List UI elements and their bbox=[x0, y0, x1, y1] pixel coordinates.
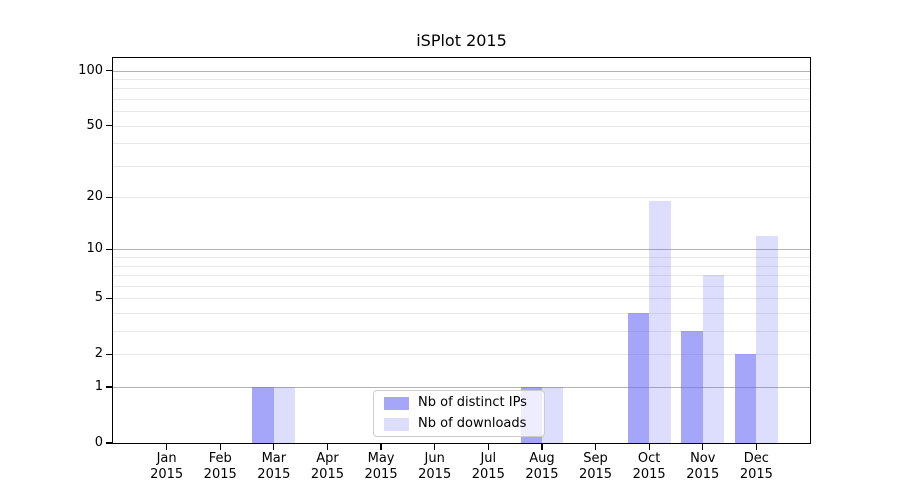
bar-distinct-ips bbox=[681, 331, 703, 443]
bar-distinct-ips bbox=[734, 354, 757, 443]
x-axis-tick-label: Aug 2015 bbox=[525, 451, 559, 482]
bar-downloads bbox=[649, 201, 671, 443]
y-tick-mark bbox=[106, 69, 113, 72]
y-axis-tick-label: 2 bbox=[94, 346, 103, 362]
x-axis-tick-label: Jul 2015 bbox=[471, 451, 505, 482]
gridline-major bbox=[113, 249, 810, 251]
x-axis-tick-label: Sep 2015 bbox=[578, 451, 613, 482]
gridline-minor bbox=[113, 78, 810, 80]
legend-label: Nb of downloads bbox=[418, 416, 527, 431]
x-tick-mark bbox=[755, 443, 757, 450]
gridline-minor bbox=[113, 88, 810, 90]
gridline-minor bbox=[113, 354, 810, 356]
gridline-major bbox=[113, 387, 810, 389]
gridline-minor bbox=[113, 285, 810, 287]
y-axis-tick-label: 20 bbox=[86, 189, 103, 205]
x-tick-mark bbox=[487, 443, 489, 450]
x-axis-tick-label: Oct 2015 bbox=[632, 451, 666, 482]
legend-label: Nb of distinct IPs bbox=[418, 395, 527, 410]
y-tick-mark bbox=[106, 297, 113, 299]
gridline-minor bbox=[113, 265, 810, 267]
y-axis-tick-label: 100 bbox=[78, 62, 103, 78]
x-tick-mark bbox=[702, 443, 704, 450]
legend-item: Nb of downloads bbox=[384, 416, 544, 432]
gridline-minor bbox=[113, 275, 810, 277]
gridline-minor bbox=[113, 313, 810, 315]
x-tick-mark bbox=[434, 443, 436, 450]
x-axis-tick-label: Feb 2015 bbox=[203, 451, 237, 482]
bar-downloads bbox=[273, 387, 296, 443]
y-tick-mark bbox=[106, 125, 113, 127]
gridline-minor bbox=[113, 257, 810, 259]
x-tick-mark bbox=[166, 443, 168, 450]
plot-area: 0 1 2 5 10 20 50 100 Jan 2015 Feb 2015 Mar 2015 Apr… bbox=[78, 57, 811, 482]
legend: Nb of distinct IPs Nb of downloads bbox=[373, 390, 545, 437]
x-axis-tick-label: Jan 2015 bbox=[150, 451, 184, 482]
y-tick-mark bbox=[106, 353, 113, 355]
y-tick-mark bbox=[106, 248, 113, 251]
gridline-minor bbox=[113, 111, 810, 113]
gridline-minor bbox=[113, 125, 810, 127]
x-axis-tick-label: May 2015 bbox=[364, 451, 398, 482]
x-tick-mark bbox=[541, 443, 543, 450]
y-axis-tick-label: 10 bbox=[86, 241, 103, 257]
x-tick-mark bbox=[380, 443, 382, 450]
y-tick-mark bbox=[106, 196, 113, 198]
y-axis-tick-label: 5 bbox=[94, 290, 103, 306]
gridline-minor bbox=[113, 165, 810, 167]
x-tick-mark bbox=[219, 443, 221, 450]
y-axis-tick-label: 50 bbox=[86, 117, 103, 133]
gridline-minor bbox=[113, 98, 810, 100]
x-tick-mark bbox=[273, 443, 275, 450]
gridline-minor bbox=[113, 197, 810, 199]
gridline-major bbox=[113, 70, 810, 72]
x-axis-tick-label: Nov 2015 bbox=[686, 451, 720, 482]
legend-swatch bbox=[384, 417, 409, 431]
x-tick-mark bbox=[326, 443, 329, 450]
x-axis-tick-label: Dec 2015 bbox=[739, 451, 773, 482]
gridline-minor bbox=[113, 298, 810, 300]
y-axis-tick-label: 0 bbox=[94, 435, 103, 450]
y-tick-mark bbox=[106, 386, 113, 388]
bar-distinct-ips bbox=[627, 313, 650, 443]
bar-distinct-ips bbox=[252, 387, 274, 443]
bar-downloads bbox=[541, 387, 564, 443]
gridline-minor bbox=[113, 331, 810, 333]
legend-swatch bbox=[384, 396, 409, 410]
x-tick-mark bbox=[648, 443, 650, 450]
x-axis-tick-label: Apr 2015 bbox=[310, 451, 344, 482]
chart-title: iSPlot 2015 bbox=[416, 31, 507, 50]
x-tick-mark bbox=[594, 443, 597, 450]
x-axis-tick-label: Jun 2015 bbox=[418, 451, 452, 482]
legend-item: Nb of distinct IPs bbox=[384, 395, 544, 411]
bar-downloads bbox=[702, 275, 725, 443]
y-tick-mark bbox=[106, 442, 113, 444]
bar-downloads bbox=[756, 236, 778, 443]
gridline-minor bbox=[113, 143, 810, 145]
y-axis-tick-label: 1 bbox=[94, 379, 103, 395]
x-axis-tick-label: Mar 2015 bbox=[257, 451, 291, 482]
